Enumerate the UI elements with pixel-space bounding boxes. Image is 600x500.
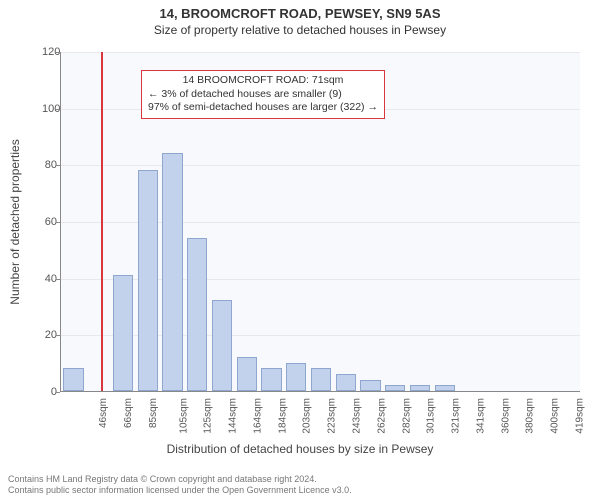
y-tick-label: 80: [42, 159, 57, 171]
x-tick-label: 262sqm: [376, 398, 387, 434]
y-tick-label: 120: [42, 46, 57, 58]
footer-line-1: Contains HM Land Registry data © Crown c…: [8, 474, 592, 485]
x-tick-label: 66sqm: [123, 398, 134, 428]
histogram-bar: [187, 238, 207, 391]
x-tick-label: 341sqm: [475, 398, 486, 434]
y-tick-mark: [56, 279, 60, 280]
x-tick-label: 380sqm: [525, 398, 536, 434]
annotation-line: 97% of semi-detached houses are larger (…: [148, 101, 378, 115]
histogram-bar: [311, 368, 331, 391]
x-axis-caption: Distribution of detached houses by size …: [0, 442, 600, 456]
x-tick-label: 223sqm: [327, 398, 338, 434]
x-tick-label: 321sqm: [451, 398, 462, 434]
gridline: [61, 52, 580, 53]
y-tick-label: 40: [42, 273, 57, 285]
x-tick-label: 243sqm: [352, 398, 363, 434]
y-tick-label: 60: [42, 216, 57, 228]
x-tick-label: 282sqm: [401, 398, 412, 434]
y-axis-label: Number of detached properties: [8, 139, 22, 304]
plot-area: 14 BROOMCROFT ROAD: 71sqm← 3% of detache…: [60, 52, 580, 392]
histogram-bar: [113, 275, 133, 391]
gridline: [61, 165, 580, 166]
x-tick-label: 301sqm: [426, 398, 437, 434]
histogram-bar: [261, 368, 281, 391]
histogram-bar: [212, 300, 232, 391]
histogram-bar: [286, 363, 306, 391]
y-tick-label: 0: [42, 386, 57, 398]
x-tick-label: 46sqm: [98, 398, 109, 428]
annotation-box: 14 BROOMCROFT ROAD: 71sqm← 3% of detache…: [141, 70, 385, 119]
y-tick-label: 100: [42, 103, 57, 115]
y-tick-mark: [56, 392, 60, 393]
histogram-bar: [162, 153, 182, 391]
x-tick-label: 125sqm: [203, 398, 214, 434]
x-tick-label: 419sqm: [574, 398, 585, 434]
footer-line-2: Contains public sector information licen…: [8, 485, 592, 496]
annotation-line: ← 3% of detached houses are smaller (9): [148, 88, 378, 102]
histogram-bar: [63, 368, 83, 391]
x-tick-label: 184sqm: [277, 398, 288, 434]
x-tick-label: 203sqm: [302, 398, 313, 434]
histogram-bar: [435, 385, 455, 391]
annotation-line: 14 BROOMCROFT ROAD: 71sqm: [148, 74, 378, 88]
histogram-bar: [410, 385, 430, 391]
x-tick-label: 164sqm: [253, 398, 264, 434]
x-tick-label: 400sqm: [550, 398, 561, 434]
page-title: 14, BROOMCROFT ROAD, PEWSEY, SN9 5AS: [0, 0, 600, 21]
x-tick-label: 360sqm: [500, 398, 511, 434]
histogram-bar: [360, 380, 380, 391]
y-tick-label: 20: [42, 329, 57, 341]
histogram-bar: [237, 357, 257, 391]
histogram-bar: [385, 385, 405, 391]
y-tick-mark: [56, 165, 60, 166]
x-tick-label: 144sqm: [228, 398, 239, 434]
y-tick-mark: [56, 335, 60, 336]
y-tick-mark: [56, 222, 60, 223]
y-tick-mark: [56, 52, 60, 53]
histogram-bar: [336, 374, 356, 391]
page-subtitle: Size of property relative to detached ho…: [0, 21, 600, 37]
histogram-bar: [138, 170, 158, 391]
footer-attribution: Contains HM Land Registry data © Crown c…: [8, 474, 592, 497]
histogram-chart: Number of detached properties 14 BROOMCR…: [0, 42, 600, 442]
x-tick-label: 105sqm: [178, 398, 189, 434]
x-tick-label: 85sqm: [148, 398, 159, 428]
reference-line: [101, 52, 103, 391]
y-tick-mark: [56, 109, 60, 110]
